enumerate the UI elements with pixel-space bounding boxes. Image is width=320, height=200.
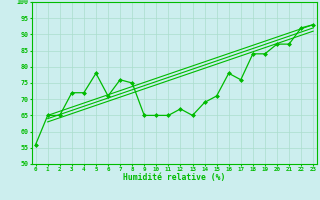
X-axis label: Humidité relative (%): Humidité relative (%) xyxy=(123,173,226,182)
